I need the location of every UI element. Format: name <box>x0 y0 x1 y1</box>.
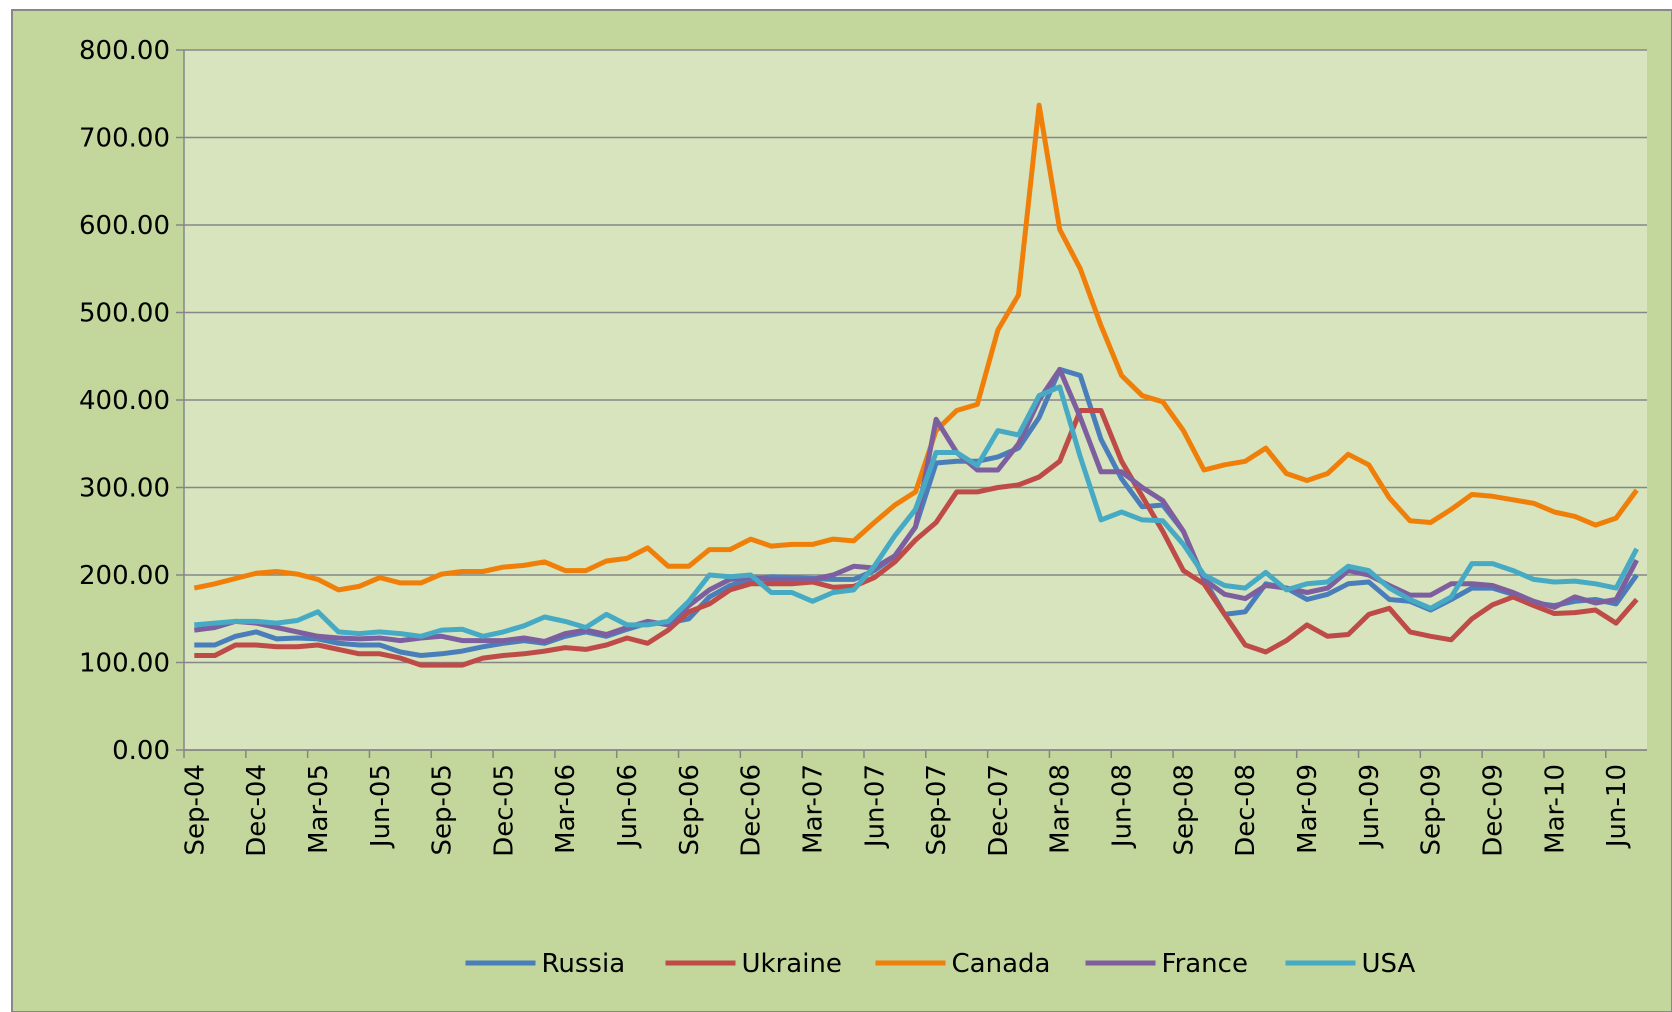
x-tick-label: Mar-05 <box>304 764 334 854</box>
x-tick-label: Dec-04 <box>242 764 272 857</box>
legend-label: Russia <box>542 949 626 979</box>
x-tick-label: Sep-05 <box>428 764 458 855</box>
y-tick-label: 500.00 <box>79 299 170 329</box>
x-tick-label: Jun-08 <box>1108 764 1138 849</box>
x-tick-label: Jun-05 <box>366 764 396 849</box>
series-line <box>193 102 1639 593</box>
x-tick-label: Jun-09 <box>1355 764 1385 849</box>
y-tick-label: 300.00 <box>79 474 170 504</box>
x-tick-label: Dec-05 <box>489 764 519 857</box>
x-tick-label: Mar-10 <box>1540 764 1570 854</box>
series-line <box>194 408 1639 668</box>
legend-label: Canada <box>952 949 1051 979</box>
x-tick-label: Sep-09 <box>1417 764 1447 855</box>
x-tick-label: Mar-08 <box>1046 764 1076 854</box>
x-tick-label: Dec-08 <box>1231 764 1261 857</box>
x-tick-label: Sep-06 <box>675 764 705 855</box>
x-tick-label: Sep-07 <box>922 764 952 855</box>
x-tick-label: Sep-08 <box>1169 764 1199 855</box>
y-tick-label: 600.00 <box>79 211 170 241</box>
x-tick-label: Mar-06 <box>551 764 581 854</box>
legend-label: Ukraine <box>742 949 842 979</box>
x-tick-label: Jun-06 <box>613 764 643 849</box>
x-tick-label: Jun-07 <box>860 764 890 849</box>
x-tick-label: Dec-09 <box>1478 764 1508 857</box>
legend-label: France <box>1162 949 1248 979</box>
y-tick-label: 200.00 <box>79 561 170 591</box>
series-line <box>193 366 1639 644</box>
series-line <box>194 384 1639 639</box>
x-tick-label: Sep-04 <box>180 764 210 855</box>
x-tick-label: Mar-09 <box>1293 764 1323 854</box>
y-tick-label: 0.00 <box>112 736 170 766</box>
x-tick-label: Dec-07 <box>984 764 1014 857</box>
legend-label: USA <box>1362 949 1416 979</box>
x-tick-label: Mar-07 <box>798 764 828 854</box>
x-tick-label: Dec-06 <box>737 764 767 857</box>
y-tick-label: 400.00 <box>79 386 170 416</box>
x-tick-label: Jun-10 <box>1602 764 1632 849</box>
y-tick-label: 100.00 <box>79 649 170 679</box>
y-tick-label: 700.00 <box>79 124 170 154</box>
y-tick-label: 800.00 <box>79 36 170 66</box>
